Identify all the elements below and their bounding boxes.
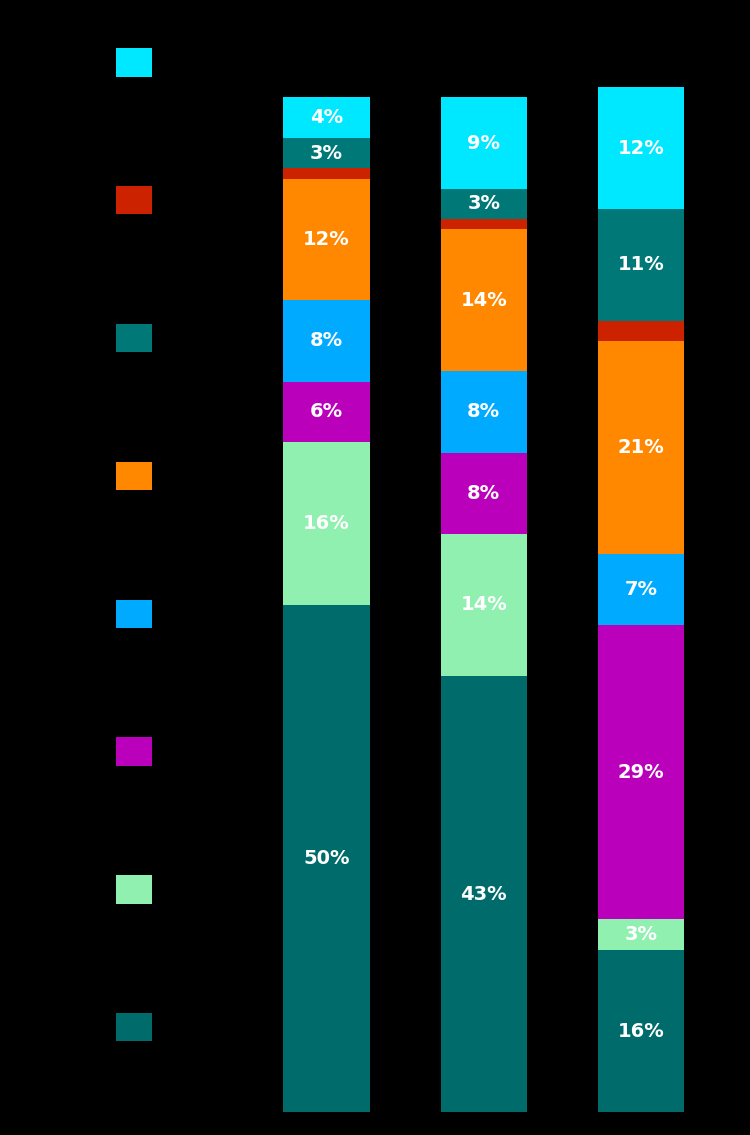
Bar [598, 919, 684, 950]
Bar [598, 950, 684, 1112]
Text: 3%: 3% [467, 194, 500, 213]
Text: 3%: 3% [310, 144, 343, 162]
Bar [440, 533, 527, 675]
Text: 29%: 29% [618, 763, 664, 782]
Text: 8%: 8% [467, 484, 500, 503]
Bar [598, 554, 684, 625]
Text: 16%: 16% [618, 1022, 664, 1041]
Text: 43%: 43% [460, 884, 507, 903]
Bar [598, 625, 684, 919]
Text: 12%: 12% [303, 230, 350, 249]
Bar [284, 605, 370, 1112]
Bar [598, 340, 684, 554]
Text: 11%: 11% [618, 255, 664, 275]
Text: 14%: 14% [460, 596, 507, 614]
Text: 16%: 16% [303, 514, 350, 533]
Bar [440, 219, 527, 229]
Bar [598, 87, 684, 209]
Text: 7%: 7% [625, 580, 658, 599]
Bar [440, 371, 527, 453]
Text: 14%: 14% [460, 291, 507, 310]
Bar [440, 453, 527, 533]
Bar [598, 320, 684, 340]
Text: 9%: 9% [467, 134, 500, 152]
Bar [440, 229, 527, 371]
Bar [284, 178, 370, 301]
Text: 50%: 50% [303, 849, 350, 868]
Text: 21%: 21% [618, 438, 664, 457]
Bar [284, 168, 370, 178]
Text: 4%: 4% [310, 108, 343, 127]
Bar [284, 138, 370, 168]
Bar [440, 98, 527, 188]
Bar [284, 301, 370, 381]
Text: 8%: 8% [310, 331, 343, 351]
Bar [440, 188, 527, 219]
Bar [440, 675, 527, 1112]
Bar [284, 443, 370, 605]
Text: 3%: 3% [625, 925, 658, 944]
Bar [284, 381, 370, 443]
Text: 12%: 12% [618, 138, 664, 158]
Text: 6%: 6% [310, 403, 343, 421]
Bar [598, 209, 684, 320]
Bar [284, 98, 370, 138]
Text: 8%: 8% [467, 403, 500, 421]
